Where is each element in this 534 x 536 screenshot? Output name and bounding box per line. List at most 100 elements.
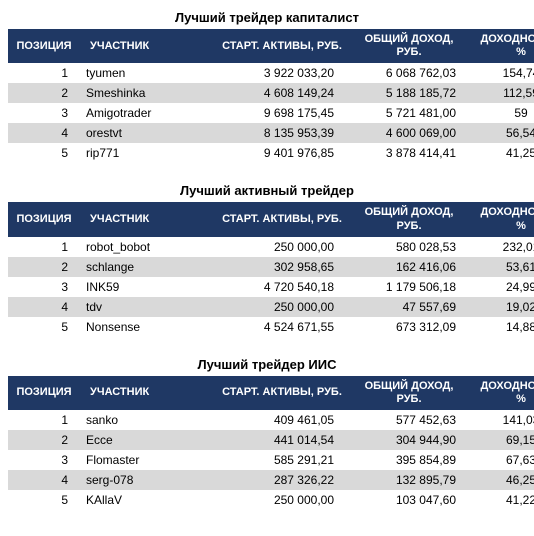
table-row: 4orestvt8 135 953,394 600 069,0056,54 (8, 123, 534, 143)
cell-pos: 4 (8, 297, 80, 317)
cell-pos: 5 (8, 317, 80, 337)
cell-start: 4 524 671,55 (216, 317, 348, 337)
col-header-start: СТАРТ. АКТИВЫ, РУБ. (216, 376, 348, 410)
col-header-income: ОБЩИЙ ДОХОД, РУБ. (348, 202, 470, 236)
cell-yield: 24,99 (470, 277, 534, 297)
cell-pos: 3 (8, 277, 80, 297)
cell-part: tdv (80, 297, 216, 317)
cell-pos: 3 (8, 450, 80, 470)
table-row: 5rip7719 401 976,853 878 414,4141,25 (8, 143, 534, 163)
col-header-start: СТАРТ. АКТИВЫ, РУБ. (216, 202, 348, 236)
col-header-part: УЧАСТНИК (80, 376, 216, 410)
table-row: 3Amigotrader9 698 175,455 721 481,0059 (8, 103, 534, 123)
col-header-yield: ДОХОДНОСТЬ, % (470, 376, 534, 410)
col-header-pos: ПОЗИЦИЯ (8, 376, 80, 410)
cell-pos: 5 (8, 143, 80, 163)
table-title: Лучший активный трейдер (8, 181, 526, 202)
cell-income: 103 047,60 (348, 490, 470, 510)
cell-start: 4 608 149,24 (216, 83, 348, 103)
cell-start: 250 000,00 (216, 237, 348, 257)
table-row: 3Flomaster585 291,21395 854,8967,63 (8, 450, 534, 470)
cell-part: tyumen (80, 63, 216, 83)
cell-pos: 1 (8, 63, 80, 83)
cell-income: 4 600 069,00 (348, 123, 470, 143)
cell-part: rip771 (80, 143, 216, 163)
table-row: 4serg-078287 326,22132 895,7946,25 (8, 470, 534, 490)
table-row: 1tyumen3 922 033,206 068 762,03154,74 (8, 63, 534, 83)
cell-yield: 41,25 (470, 143, 534, 163)
cell-yield: 56,54 (470, 123, 534, 143)
cell-part: schlange (80, 257, 216, 277)
cell-start: 9 698 175,45 (216, 103, 348, 123)
cell-pos: 2 (8, 430, 80, 450)
col-header-start: СТАРТ. АКТИВЫ, РУБ. (216, 29, 348, 63)
cell-income: 6 068 762,03 (348, 63, 470, 83)
cell-income: 162 416,06 (348, 257, 470, 277)
cell-pos: 2 (8, 83, 80, 103)
table-row: 2Smeshinka4 608 149,245 188 185,72112,59 (8, 83, 534, 103)
col-header-pos: ПОЗИЦИЯ (8, 202, 80, 236)
cell-start: 441 014,54 (216, 430, 348, 450)
cell-yield: 59 (470, 103, 534, 123)
table-row: 1robot_bobot250 000,00580 028,53232,01 (8, 237, 534, 257)
cell-income: 673 312,09 (348, 317, 470, 337)
table-title: Лучший трейдер ИИС (8, 355, 526, 376)
table-row: 5Nonsense4 524 671,55673 312,0914,88 (8, 317, 534, 337)
cell-pos: 2 (8, 257, 80, 277)
cell-pos: 1 (8, 237, 80, 257)
ranking-table: ПОЗИЦИЯУЧАСТНИКСТАРТ. АКТИВЫ, РУБ.ОБЩИЙ … (8, 29, 534, 163)
cell-part: Ecce (80, 430, 216, 450)
cell-yield: 19,02 (470, 297, 534, 317)
cell-income: 132 895,79 (348, 470, 470, 490)
col-header-pos: ПОЗИЦИЯ (8, 29, 80, 63)
cell-part: Nonsense (80, 317, 216, 337)
ranking-table-block: Лучший трейдер капиталистПОЗИЦИЯУЧАСТНИК… (8, 8, 526, 163)
ranking-table: ПОЗИЦИЯУЧАСТНИКСТАРТ. АКТИВЫ, РУБ.ОБЩИЙ … (8, 202, 534, 336)
cell-pos: 4 (8, 470, 80, 490)
cell-part: orestvt (80, 123, 216, 143)
cell-start: 409 461,05 (216, 410, 348, 430)
cell-part: Flomaster (80, 450, 216, 470)
table-row: 3INK594 720 540,181 179 506,1824,99 (8, 277, 534, 297)
cell-start: 8 135 953,39 (216, 123, 348, 143)
table-row: 4tdv250 000,0047 557,6919,02 (8, 297, 534, 317)
col-header-yield: ДОХОДНОСТЬ, % (470, 29, 534, 63)
table-row: 5KAllaV250 000,00103 047,6041,22 (8, 490, 534, 510)
table-row: 2schlange302 958,65162 416,0653,61 (8, 257, 534, 277)
cell-pos: 3 (8, 103, 80, 123)
cell-start: 9 401 976,85 (216, 143, 348, 163)
cell-part: Smeshinka (80, 83, 216, 103)
col-header-part: УЧАСТНИК (80, 202, 216, 236)
cell-income: 3 878 414,41 (348, 143, 470, 163)
cell-income: 5 188 185,72 (348, 83, 470, 103)
cell-yield: 69,15 (470, 430, 534, 450)
cell-start: 287 326,22 (216, 470, 348, 490)
cell-yield: 141,03 (470, 410, 534, 430)
cell-income: 580 028,53 (348, 237, 470, 257)
cell-income: 5 721 481,00 (348, 103, 470, 123)
cell-income: 395 854,89 (348, 450, 470, 470)
cell-start: 4 720 540,18 (216, 277, 348, 297)
cell-income: 304 944,90 (348, 430, 470, 450)
cell-part: serg-078 (80, 470, 216, 490)
cell-pos: 4 (8, 123, 80, 143)
ranking-table-block: Лучший активный трейдерПОЗИЦИЯУЧАСТНИКСТ… (8, 181, 526, 336)
table-row: 1sanko409 461,05577 452,63141,03 (8, 410, 534, 430)
cell-yield: 154,74 (470, 63, 534, 83)
cell-yield: 112,59 (470, 83, 534, 103)
ranking-table: ПОЗИЦИЯУЧАСТНИКСТАРТ. АКТИВЫ, РУБ.ОБЩИЙ … (8, 376, 534, 510)
cell-yield: 232,01 (470, 237, 534, 257)
table-row: 2Ecce441 014,54304 944,9069,15 (8, 430, 534, 450)
cell-part: KAllaV (80, 490, 216, 510)
cell-part: robot_bobot (80, 237, 216, 257)
cell-pos: 1 (8, 410, 80, 430)
cell-yield: 41,22 (470, 490, 534, 510)
cell-yield: 53,61 (470, 257, 534, 277)
cell-yield: 14,88 (470, 317, 534, 337)
col-header-part: УЧАСТНИК (80, 29, 216, 63)
cell-start: 585 291,21 (216, 450, 348, 470)
table-title: Лучший трейдер капиталист (8, 8, 526, 29)
cell-pos: 5 (8, 490, 80, 510)
ranking-table-block: Лучший трейдер ИИСПОЗИЦИЯУЧАСТНИКСТАРТ. … (8, 355, 526, 510)
cell-yield: 67,63 (470, 450, 534, 470)
